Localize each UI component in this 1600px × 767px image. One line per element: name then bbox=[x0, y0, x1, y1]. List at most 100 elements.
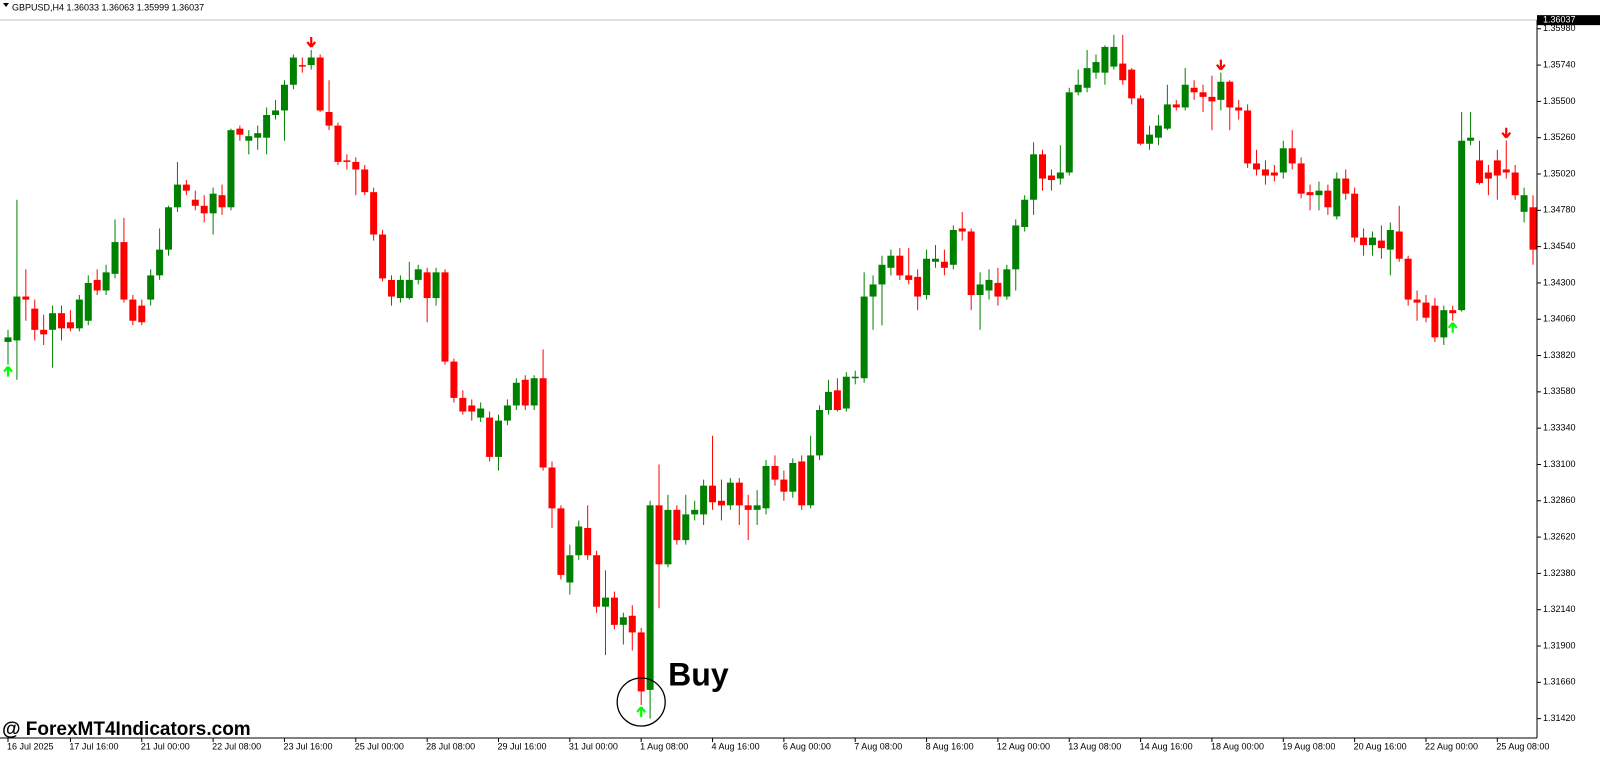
candle-body bbox=[816, 410, 824, 456]
candle-body bbox=[780, 479, 788, 492]
candle-body bbox=[512, 382, 520, 406]
candle-body bbox=[985, 279, 993, 291]
candle-body bbox=[1128, 69, 1136, 99]
candle-body bbox=[807, 455, 815, 506]
candle-body bbox=[530, 378, 538, 406]
candle-body bbox=[717, 500, 725, 506]
candle-body bbox=[414, 269, 422, 280]
candle-body bbox=[1529, 207, 1537, 250]
candle-body bbox=[84, 282, 92, 321]
signal-arrow bbox=[3, 365, 13, 377]
candle-body bbox=[254, 133, 262, 138]
candle-body bbox=[1003, 269, 1011, 297]
candle-body bbox=[646, 505, 654, 690]
candle-body bbox=[93, 279, 101, 291]
candle-body bbox=[593, 555, 601, 607]
candle-body bbox=[1235, 107, 1243, 111]
candle-body bbox=[709, 485, 717, 503]
x-tick-label: 16 Jul 2025 bbox=[7, 741, 54, 751]
y-tick-label: 1.34300 bbox=[1543, 277, 1576, 287]
candle-body bbox=[700, 485, 708, 515]
candle-body bbox=[1279, 148, 1287, 173]
candle-body bbox=[637, 632, 645, 692]
candle-body bbox=[1386, 229, 1394, 250]
candle-body bbox=[13, 296, 21, 341]
candle-body bbox=[111, 242, 119, 274]
candle-body bbox=[1467, 137, 1475, 141]
candle-body bbox=[272, 110, 280, 116]
candle-body bbox=[307, 57, 315, 66]
candle-body bbox=[245, 136, 253, 141]
x-tick-label: 22 Jul 08:00 bbox=[212, 741, 261, 751]
candle-body bbox=[102, 272, 110, 291]
candle-body bbox=[521, 379, 529, 406]
candle-body bbox=[31, 308, 39, 330]
candle-body bbox=[994, 282, 1002, 297]
candle-body bbox=[610, 597, 618, 625]
candle-body bbox=[379, 234, 387, 279]
candle-body bbox=[896, 255, 904, 276]
candle-body bbox=[1324, 190, 1332, 208]
candle-body bbox=[209, 193, 217, 214]
candle-body bbox=[1253, 163, 1261, 170]
x-tick-label: 18 Aug 00:00 bbox=[1211, 741, 1264, 751]
candle-body bbox=[557, 508, 565, 575]
candle-body bbox=[218, 195, 226, 208]
candle-body bbox=[1244, 110, 1252, 164]
signal-arrow bbox=[306, 36, 317, 48]
x-tick-label: 14 Aug 16:00 bbox=[1140, 741, 1193, 751]
candle-body bbox=[967, 231, 975, 296]
candle-body bbox=[477, 408, 485, 418]
candle-body bbox=[878, 264, 886, 285]
signal-arrow bbox=[1216, 59, 1226, 71]
candle-body bbox=[1315, 190, 1323, 196]
candle-body bbox=[1146, 134, 1154, 144]
candle-body bbox=[1065, 92, 1073, 173]
candle-body bbox=[1110, 46, 1118, 67]
candle-body bbox=[1047, 175, 1055, 181]
candle-body bbox=[1217, 81, 1225, 100]
candle-body bbox=[753, 505, 761, 510]
candle-body bbox=[539, 378, 547, 468]
candle-body bbox=[1351, 193, 1359, 238]
candle-body bbox=[619, 617, 627, 625]
candle-body bbox=[361, 169, 369, 193]
menu-triangle[interactable] bbox=[3, 3, 9, 7]
x-tick-label: 17 Jul 16:00 bbox=[69, 741, 118, 751]
candle-body bbox=[1449, 310, 1457, 314]
candle-body bbox=[1377, 240, 1385, 249]
y-tick-label: 1.33580 bbox=[1543, 386, 1576, 396]
candle-body bbox=[869, 284, 877, 297]
candle-body bbox=[735, 482, 743, 506]
candle-body bbox=[450, 361, 458, 398]
y-tick-label: 1.33100 bbox=[1543, 459, 1576, 469]
candle-body bbox=[655, 505, 663, 565]
chart-title: GBPUSD,H4 1.36033 1.36063 1.35999 1.3603… bbox=[12, 2, 204, 12]
candle-body bbox=[1306, 192, 1314, 196]
candle-body bbox=[423, 272, 431, 299]
candle-body bbox=[298, 65, 306, 67]
candle-body bbox=[1404, 258, 1412, 300]
candle-body bbox=[334, 125, 342, 162]
candle-body bbox=[468, 405, 476, 412]
candle-body bbox=[1199, 92, 1207, 97]
candle-body bbox=[1360, 237, 1368, 246]
candle-body bbox=[1395, 231, 1403, 259]
y-tick-label: 1.31900 bbox=[1543, 640, 1576, 650]
candle-body bbox=[1475, 160, 1483, 184]
candle-body bbox=[370, 192, 378, 235]
y-tick-label: 1.31420 bbox=[1543, 713, 1576, 723]
candle-body bbox=[1137, 98, 1145, 144]
y-tick-label: 1.33340 bbox=[1543, 423, 1576, 433]
candle-body bbox=[325, 111, 333, 126]
y-tick-label: 1.35980 bbox=[1543, 23, 1576, 33]
candle-body bbox=[682, 514, 690, 541]
candle-body bbox=[1422, 302, 1430, 318]
candle-body bbox=[958, 228, 966, 232]
current-price-box bbox=[1537, 15, 1600, 26]
x-tick-label: 4 Aug 16:00 bbox=[712, 741, 760, 751]
candle-body bbox=[673, 509, 681, 541]
y-tick-label: 1.34780 bbox=[1543, 205, 1576, 215]
